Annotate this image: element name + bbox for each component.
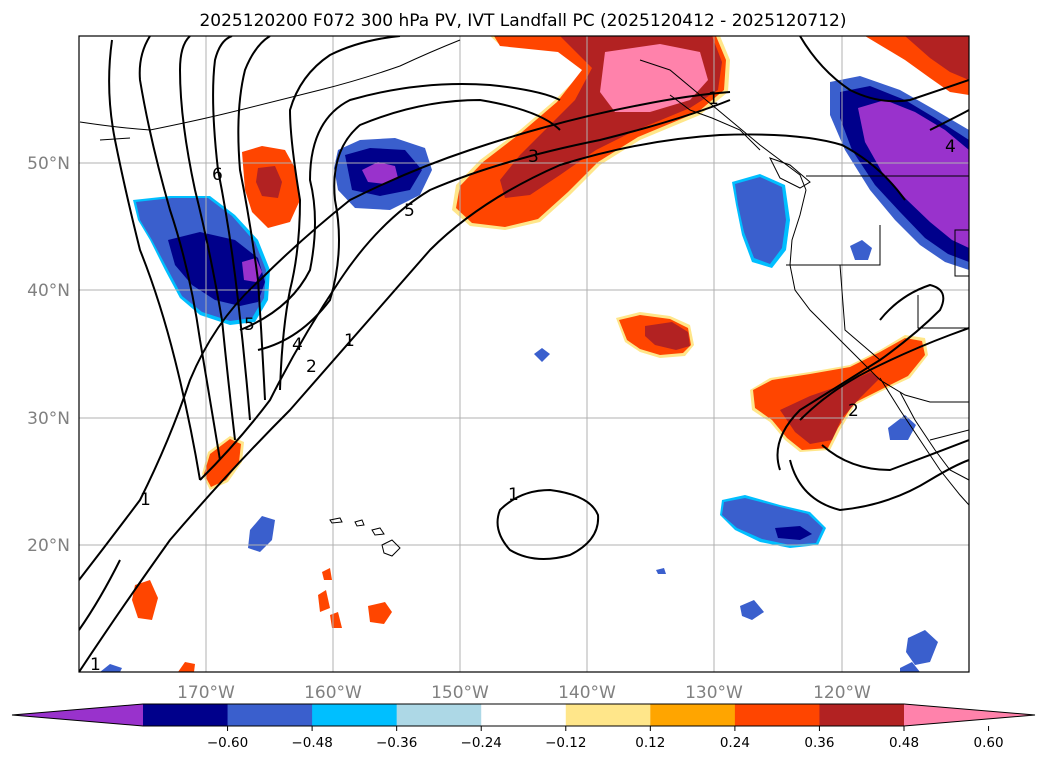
lon-label: 160°W: [304, 683, 362, 703]
colorbar-segment: [312, 704, 398, 726]
map-title: 2025120200 F072 300 hPa PV, IVT Landfall…: [199, 11, 846, 31]
lat-label: 50°N: [27, 154, 70, 174]
colorbar-segment: [650, 704, 736, 726]
positive-anomaly-small-4: [368, 602, 392, 624]
colorbar-tick-label: −0.12: [545, 735, 586, 751]
colorbar-tick-label: 0.12: [635, 735, 665, 751]
colorbar-extend-max: [904, 704, 1035, 726]
map-content: 6 5 4 5 2 1 1 3 4 2 1 1 1: [79, 36, 969, 675]
colorbar: [11, 703, 1036, 731]
lon-label: 120°W: [813, 683, 871, 703]
positive-anomaly-gulf-of-alaska: [452, 36, 730, 230]
colorbar-segment: [227, 704, 313, 726]
negative-anomaly-pnw-coast: [732, 174, 790, 268]
negative-anomaly-small-2: [248, 516, 275, 552]
colorbar-tick-label: 0.36: [804, 735, 834, 751]
colorbar-segment: [143, 704, 229, 726]
colorbar-segment: [819, 704, 905, 726]
latitude-labels: 50°N 40°N 30°N 20°N: [27, 154, 70, 556]
map-frame: [78, 35, 970, 673]
colorbar-tick-label: −0.48: [291, 735, 332, 751]
contour-label: 5: [244, 315, 255, 335]
positive-anomaly-small-2: [318, 590, 330, 612]
colorbar-segment: [481, 704, 567, 726]
negative-anomaly-small-5: [656, 568, 666, 574]
negative-anomaly-small-8: [900, 662, 920, 672]
contour-label: 1: [508, 485, 519, 505]
positive-anomaly-northeast: [865, 36, 969, 95]
contour-label: 2: [848, 401, 859, 421]
colorbar-segment: [565, 704, 651, 726]
colorbar-tick-labels: −0.60 −0.48 −0.36 −0.24 −0.12 0.12 0.24 …: [207, 735, 1004, 751]
colorbar-tick-label: −0.36: [376, 735, 417, 751]
contour-label: 1: [90, 655, 101, 675]
contour-label: 3: [528, 147, 539, 167]
negative-anomaly-small-4: [740, 600, 764, 620]
colorbar-segment: [396, 704, 482, 726]
contour-label: 2: [306, 357, 317, 377]
colorbar-tick-label: 0.60: [974, 735, 1004, 751]
contour-label: 1: [344, 331, 355, 351]
lon-label: 150°W: [431, 683, 489, 703]
contour-label: 1: [140, 490, 151, 510]
negative-anomaly-small-7: [906, 630, 938, 665]
lat-label: 30°N: [27, 409, 70, 429]
contour-label: 6: [212, 165, 223, 185]
positive-anomaly-small-6: [178, 662, 195, 672]
contour-label: 1: [708, 89, 719, 109]
pv-contours: [79, 36, 969, 672]
lon-label: 140°W: [558, 683, 616, 703]
positive-anomaly-central: [616, 312, 694, 358]
lat-label: 20°N: [27, 536, 70, 556]
lat-label: 40°N: [27, 281, 70, 301]
negative-anomaly-small-1: [850, 240, 872, 260]
positive-anomaly-small-1: [132, 580, 158, 620]
positive-anomaly-midpacific-north: [242, 146, 300, 228]
colorbar-tick-label: 0.48: [889, 735, 919, 751]
longitude-labels: 170°W 160°W 150°W 140°W 130°W 120°W: [177, 683, 871, 703]
negative-anomaly-small-3: [534, 348, 550, 362]
contour-label: 5: [404, 201, 415, 221]
colorbar-tick-label: −0.24: [461, 735, 502, 751]
colorbar-tick-label: 0.24: [720, 735, 750, 751]
negative-anomaly-small-9: [100, 664, 122, 672]
contour-label: 4: [945, 137, 956, 157]
negative-anomaly-subtropical: [720, 495, 826, 548]
positive-anomaly-southwest: [202, 436, 244, 490]
colorbar-segment: [734, 704, 820, 726]
negative-anomaly-midpacific-north: [334, 138, 432, 210]
colorbar-extend-min: [12, 704, 143, 726]
lon-label: 130°W: [685, 683, 743, 703]
lon-label: 170°W: [177, 683, 235, 703]
contour-label: 4: [292, 335, 303, 355]
contour-labels: 6 5 4 5 2 1 1 3 4 2 1 1 1: [90, 89, 956, 675]
negative-anomaly-small-6: [888, 415, 916, 440]
colorbar-tick-label: −0.60: [207, 735, 248, 751]
colorbar-outline: [11, 703, 1036, 727]
positive-anomaly-small-5: [322, 568, 332, 580]
negative-anomaly-northeast: [830, 76, 969, 270]
